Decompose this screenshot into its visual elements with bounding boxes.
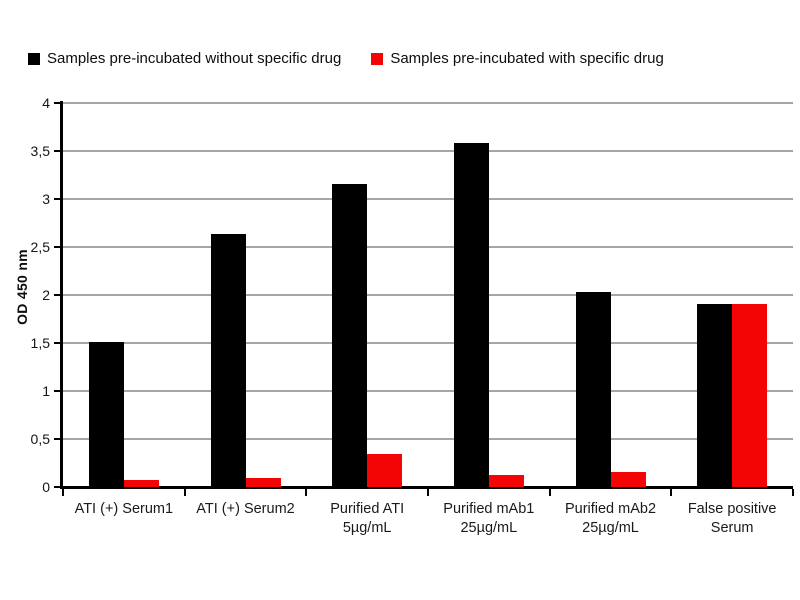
bar-without-drug xyxy=(453,143,489,487)
y-tick-mark xyxy=(54,102,61,104)
x-axis-line xyxy=(60,485,793,489)
y-tick-label: 4 xyxy=(42,95,50,111)
y-tick-mark xyxy=(54,342,61,344)
bar-with-drug xyxy=(367,454,403,487)
x-tick-mark xyxy=(305,488,308,496)
x-category-label: ATI (+) Serum1 xyxy=(74,501,174,517)
gridline xyxy=(63,246,793,248)
y-axis-line xyxy=(60,101,63,489)
gridline xyxy=(63,438,793,440)
y-tick-mark xyxy=(54,486,61,488)
y-tick-mark xyxy=(54,246,61,248)
y-tick-label: 3 xyxy=(42,191,50,207)
x-tick-mark xyxy=(792,488,794,496)
y-tick-mark xyxy=(54,438,61,440)
legend-label: Samples pre-incubated without specific d… xyxy=(47,50,342,67)
x-tick-mark xyxy=(548,488,551,496)
legend-item: Samples pre-incubated with specific drug xyxy=(371,50,664,67)
y-tick-mark xyxy=(54,198,61,200)
y-tick-label: 3,5 xyxy=(30,143,50,159)
legend-swatch-with-drug xyxy=(371,52,384,65)
y-tick-label: 0 xyxy=(42,479,50,495)
bar-without-drug xyxy=(210,233,246,487)
bar-without-drug xyxy=(88,342,124,487)
bar-without-drug xyxy=(575,292,611,487)
bar-without-drug xyxy=(697,303,733,487)
legend: Samples pre-incubated without specific d… xyxy=(28,50,664,67)
y-tick-label: 2 xyxy=(42,287,50,303)
legend-label: Samples pre-incubated with specific drug xyxy=(390,50,664,67)
y-tick-label: 2,5 xyxy=(30,239,50,255)
bar-with-drug xyxy=(123,480,159,487)
x-category-label: False positive Serum xyxy=(687,501,777,536)
y-tick-label: 0,5 xyxy=(30,431,50,447)
gridline xyxy=(63,102,793,104)
x-category-label: Purified mAb1 25µg/mL xyxy=(443,501,535,536)
bar-with-drug xyxy=(488,474,524,487)
x-category-label: Purified ATI 5µg/mL xyxy=(330,501,405,536)
x-tick-mark xyxy=(427,488,429,496)
y-tick-mark xyxy=(54,294,61,296)
x-category-label: Purified mAb2 25µg/mL xyxy=(564,501,657,536)
y-tick-label: 1 xyxy=(42,383,50,399)
x-tick-mark xyxy=(183,488,186,496)
y-tick-mark xyxy=(54,390,61,392)
bar-with-drug xyxy=(610,471,646,487)
gridline xyxy=(63,198,793,200)
x-tick-mark xyxy=(62,488,64,496)
gridline xyxy=(63,150,793,152)
gridline xyxy=(63,390,793,392)
bar-without-drug xyxy=(332,183,368,487)
y-tick-label: 1,5 xyxy=(30,335,50,351)
legend-swatch-without-drug xyxy=(28,52,40,65)
x-tick-mark xyxy=(670,488,673,496)
bar-with-drug xyxy=(732,303,768,487)
gridline xyxy=(63,342,793,344)
gridline xyxy=(63,294,793,296)
bar-with-drug xyxy=(245,478,281,487)
legend-item: Samples pre-incubated without specific d… xyxy=(28,50,341,67)
y-tick-mark xyxy=(54,150,61,152)
x-category-label: ATI (+) Serum2 xyxy=(196,501,295,517)
